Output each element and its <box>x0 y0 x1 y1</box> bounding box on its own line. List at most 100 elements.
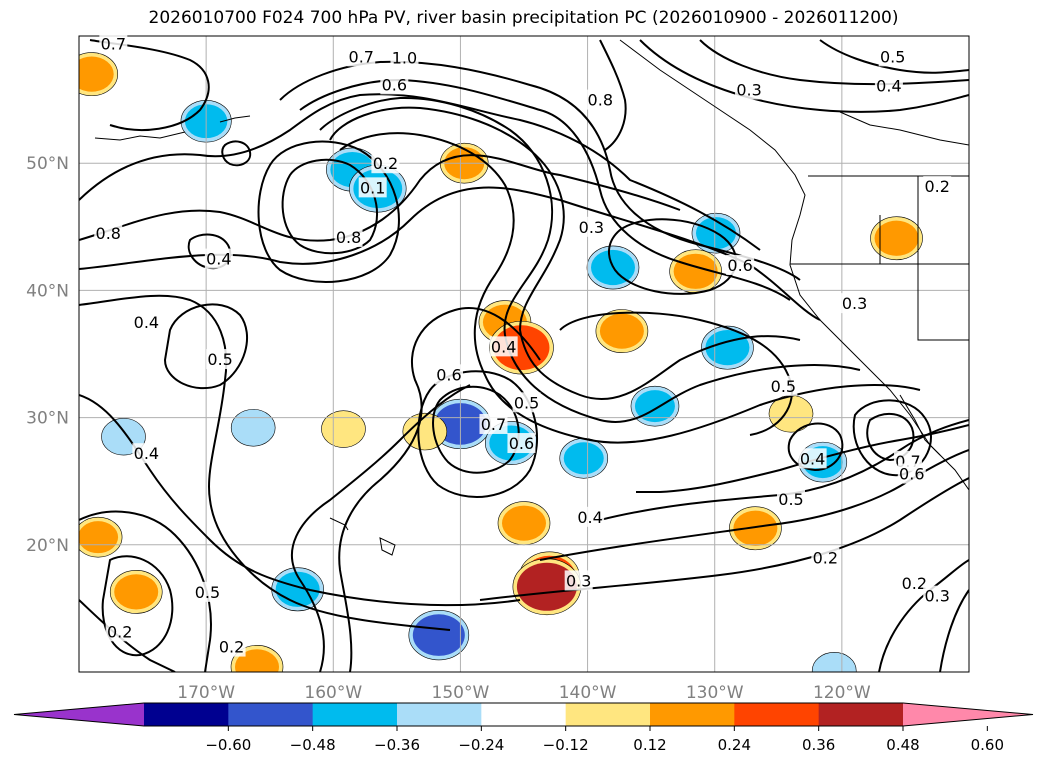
contour-label-bg <box>204 248 233 269</box>
contour-label-bg <box>358 177 387 198</box>
contour-label: 0.2 <box>107 622 132 641</box>
colorbar-tick-label: −0.60 <box>205 736 251 754</box>
contour-label-bg <box>334 226 363 247</box>
contour-label: 0.7 <box>349 47 374 66</box>
contour-label-bg <box>564 570 593 591</box>
contour-label: 0.1 <box>360 178 385 197</box>
contour-label: 0.3 <box>924 587 949 606</box>
contour-label: 0.7 <box>101 35 126 54</box>
contour-line <box>599 39 627 151</box>
coastline-island-1 <box>379 537 396 556</box>
map-area <box>79 36 969 672</box>
contour-label: 0.4 <box>206 250 231 269</box>
contour-label: 0.5 <box>207 350 232 369</box>
contour-label-bg <box>777 489 805 510</box>
contour-label: 0.5 <box>514 393 539 412</box>
coastline-island-3 <box>94 131 186 141</box>
contour-label: 0.6 <box>509 434 534 453</box>
contour-line <box>79 510 212 672</box>
precip-shade-region <box>79 521 119 554</box>
contour-label: 0.6 <box>436 365 461 384</box>
contour-label-bg <box>923 176 952 197</box>
contour-label-bg <box>798 448 827 469</box>
contour-line <box>257 140 400 283</box>
contour-label: 0.2 <box>373 154 398 173</box>
contour-line <box>539 449 969 561</box>
contour-line <box>319 96 861 423</box>
colorbar-tick-label: 0.12 <box>633 736 666 754</box>
contour-label-bg <box>193 581 222 602</box>
precip-shade-region <box>114 574 159 610</box>
precip-shade-region <box>874 220 919 256</box>
contour-label: 0.6 <box>727 256 752 275</box>
precip-shade-region <box>235 649 279 672</box>
contour-label-bg <box>206 349 235 370</box>
colorbar-outline <box>13 702 1034 727</box>
contour-line <box>339 132 921 444</box>
colorbar-extend-low <box>14 703 144 726</box>
lon-tick-label: 150°W <box>432 683 490 703</box>
contour-line <box>608 218 737 295</box>
contour-label: 0.8 <box>336 228 361 247</box>
precip-shade-region <box>412 614 465 656</box>
lon-tick-label: 170°W <box>177 683 235 703</box>
colorbar-tick-label: 0.48 <box>886 736 919 754</box>
map-frame <box>78 35 970 673</box>
precip-shade-region <box>325 414 362 444</box>
contour-label-bg <box>735 79 764 100</box>
precip-shade-region <box>516 562 577 611</box>
lon-tick-label: 120°W <box>813 683 871 703</box>
contour-line <box>432 385 520 474</box>
precip-shade-region <box>816 656 853 672</box>
contour-label: 0.4 <box>134 444 159 463</box>
contour-label: 0.4 <box>876 77 901 96</box>
contour-label: 0.2 <box>924 177 949 196</box>
contour-label-bg <box>217 636 246 657</box>
contour-line <box>639 39 969 113</box>
contour-line <box>866 412 915 462</box>
colorbar-tick-label: −0.36 <box>374 736 420 754</box>
contour-line <box>290 384 471 672</box>
precip-shade-region <box>733 510 778 546</box>
colorbar: −0.60 −0.48 −0.36 −0.24 −0.12 0.12 0.24 0.36 0.4… <box>13 702 1034 754</box>
lon-tick-label: 160°W <box>304 683 362 703</box>
lat-tick-label: 30°N <box>26 409 69 429</box>
contour-label-bg <box>347 46 376 67</box>
contour-line <box>79 93 761 251</box>
contour-label-bg <box>576 506 605 527</box>
contour-label: 1.0 <box>392 49 417 68</box>
lat-tick-label: 40°N <box>26 281 69 301</box>
colorbar-tick-label: 0.60 <box>971 736 1004 754</box>
precip-shade-region <box>563 442 604 475</box>
coastline-layer <box>94 39 969 556</box>
contour-line <box>329 106 801 401</box>
contour-label: 0.4 <box>577 508 602 527</box>
contour-line <box>221 140 252 167</box>
contour-label: 0.3 <box>736 80 761 99</box>
contour-label-bg <box>874 75 903 96</box>
border-state-2 <box>917 176 969 341</box>
contour-line <box>599 419 969 521</box>
colorbar-segment <box>144 703 229 726</box>
contour-label-bg <box>512 392 541 413</box>
contour-label-bg <box>390 47 419 68</box>
contour-label-bg <box>132 443 161 464</box>
contour-label-bg <box>99 33 128 54</box>
contour-label: 0.4 <box>134 313 159 332</box>
colorbar-tick-label: −0.24 <box>458 736 504 754</box>
contour-line <box>699 39 969 86</box>
contour-label: 0.2 <box>902 574 927 593</box>
lat-tick-label: 50°N <box>26 154 69 174</box>
colorbar-extend-high <box>903 703 1033 726</box>
precip-shade-region <box>79 56 114 92</box>
colorbar-segment <box>397 703 482 726</box>
contour-label: 0.5 <box>195 583 220 602</box>
contour-label-bg <box>94 223 123 244</box>
contour-label-bg <box>878 46 907 67</box>
contour-label-bg <box>769 375 798 396</box>
axis-tick-labels: 170°W 160°W 150°W 140°W 130°W 120°W 50°N 40°N 30… <box>26 154 871 703</box>
lon-tick-label: 130°W <box>686 683 744 703</box>
colorbar-tick-label: 0.24 <box>718 736 751 754</box>
contour-label: 0.8 <box>96 224 121 243</box>
contour-label-bg <box>507 433 536 454</box>
